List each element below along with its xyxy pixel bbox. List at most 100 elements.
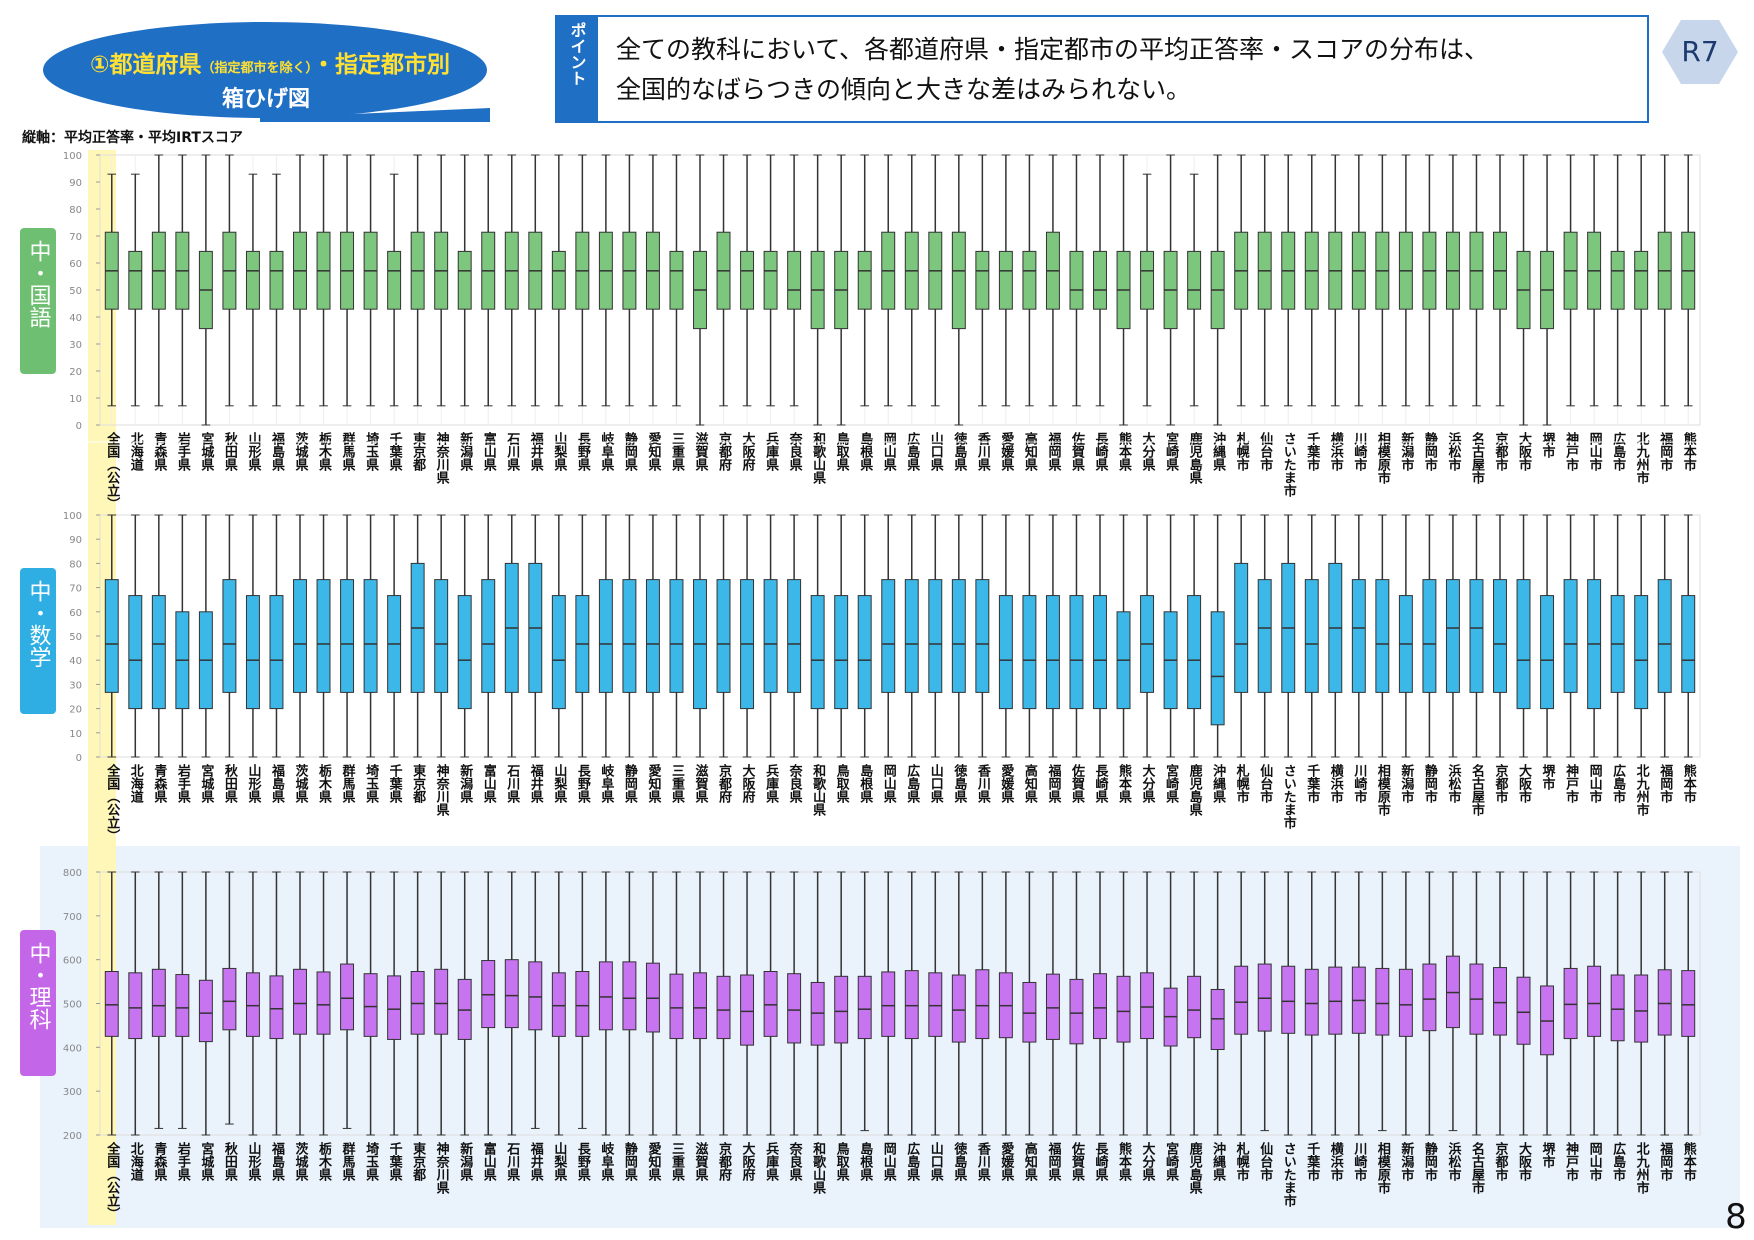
x-tick-label: 福岡県 [1045, 431, 1062, 472]
y-tick-label: 10 [69, 729, 82, 740]
x-tick-label: 山口県 [928, 431, 944, 472]
x-tick-label: 香川県 [975, 763, 992, 804]
x-tick-label: 札幌市 [1234, 1141, 1251, 1182]
box [340, 963, 355, 1031]
x-tick-label: 熊本県 [1116, 431, 1132, 472]
box [1469, 579, 1484, 693]
x-tick-label: 愛知県 [645, 431, 661, 472]
x-tick-label: 高知県 [1022, 1141, 1038, 1182]
box [787, 973, 802, 1044]
box [716, 975, 731, 1040]
x-tick-label: 福島県 [269, 763, 286, 804]
x-tick-label: 北海道 [128, 432, 144, 472]
x-tick-label: 東京都 [410, 431, 427, 472]
box [1116, 975, 1131, 1043]
box [387, 250, 402, 310]
y-tick-label: 60 [69, 259, 82, 270]
y-tick-label: 300 [63, 1087, 82, 1098]
x-tick-label: 広島県 [904, 763, 920, 804]
y-tick-label: 80 [69, 205, 82, 216]
x-tick-label: 三重県 [669, 1142, 685, 1182]
box [928, 972, 943, 1037]
x-tick-label: 富山県 [481, 1141, 497, 1182]
box [340, 579, 355, 693]
box [1375, 579, 1390, 693]
y-tick-label: 0 [76, 753, 82, 764]
box [269, 595, 284, 710]
y-tick-label: 70 [69, 232, 82, 243]
x-tick-label: 秋田県 [222, 763, 238, 804]
x-tick-label: 茨城県 [293, 763, 309, 804]
y-tick-label: 90 [69, 535, 82, 546]
box [151, 968, 166, 1037]
x-tick-label: 新潟県 [457, 1141, 473, 1182]
box [151, 595, 166, 710]
x-tick-label: 茨城県 [293, 431, 309, 472]
y-tick-label: 70 [69, 584, 82, 595]
box [1304, 968, 1319, 1036]
box [1634, 595, 1649, 710]
x-tick-label: 福井県 [528, 1141, 545, 1182]
box [245, 972, 260, 1037]
x-tick-label: 岡山市 [1587, 432, 1603, 472]
box [693, 972, 707, 1040]
x-tick-label: 長野県 [575, 432, 591, 472]
x-tick-label: 名古屋市 [1469, 431, 1485, 485]
point-text: 全ての教科において、各都道府県・指定都市の平均正答率・スコアの分布は、 [616, 35, 1489, 64]
x-tick-label: 佐賀県 [1069, 763, 1086, 804]
x-tick-label: 仙台市 [1257, 431, 1273, 472]
x-tick-label: 栃木県 [316, 1141, 333, 1182]
title-underline [260, 108, 490, 122]
x-tick-label: 埼玉県 [363, 1141, 379, 1182]
x-tick-label: 沖縄県 [1210, 1141, 1226, 1182]
point-text: 全国的なばらつきの傾向と大きな差はみられない。 [616, 75, 1191, 104]
box [551, 972, 566, 1037]
y-tick-label: 50 [69, 632, 82, 643]
box [810, 595, 825, 710]
y-tick-label: 800 [63, 868, 82, 879]
x-tick-label: 島根県 [857, 1141, 873, 1182]
x-tick-label: 山梨県 [551, 763, 568, 804]
x-tick-label: 名古屋市 [1469, 763, 1485, 817]
box [1351, 579, 1366, 693]
x-tick-label: 札幌市 [1234, 763, 1251, 804]
badge-shape [1662, 20, 1738, 84]
box [1304, 579, 1319, 693]
x-tick-label: 滋賀県 [693, 763, 710, 804]
x-tick-label: 岐阜県 [598, 1141, 614, 1182]
box [881, 579, 896, 693]
box [316, 579, 331, 693]
x-tick-label: 堺市 [1540, 431, 1556, 459]
x-tick-label: 富山県 [481, 431, 497, 472]
x-tick-label: 奈良県 [787, 431, 804, 472]
plot-frame [99, 154, 1701, 426]
x-tick-label: 滋賀県 [693, 431, 710, 472]
subject-badge [20, 930, 56, 1076]
box [1093, 973, 1107, 1040]
x-tick-label: 富山県 [481, 763, 497, 804]
x-tick-label: 京都市 [1493, 763, 1510, 804]
box [269, 975, 284, 1040]
x-tick-label: 島根県 [857, 763, 873, 804]
x-tick-label: 静岡県 [622, 763, 638, 804]
x-tick-label: 全国（公立） [104, 1141, 121, 1220]
x-tick-label: さいたま市 [1281, 1142, 1297, 1208]
x-tick-label: 福岡市 [1657, 431, 1674, 472]
box [1634, 974, 1649, 1043]
x-tick-label: 長崎県 [1093, 764, 1109, 804]
box [1657, 969, 1672, 1036]
x-tick-label: 福岡県 [1045, 1141, 1062, 1182]
x-tick-label: 岡山県 [881, 432, 897, 472]
x-tick-label: 神戸市 [1563, 1141, 1579, 1182]
x-tick-label: 長野県 [575, 1142, 591, 1182]
x-tick-label: 全国（公立） [104, 763, 121, 842]
x-tick-label: 愛知県 [645, 763, 661, 804]
y-tick-label: 90 [69, 178, 82, 189]
x-tick-label: 浜松市 [1445, 1141, 1461, 1182]
x-tick-label: 奈良県 [787, 763, 804, 804]
box [716, 579, 731, 693]
x-tick-label: 徳島県 [951, 763, 968, 804]
x-tick-label: 千葉県 [387, 431, 404, 472]
box [1140, 250, 1155, 310]
y-tick-label: 200 [63, 1131, 82, 1142]
